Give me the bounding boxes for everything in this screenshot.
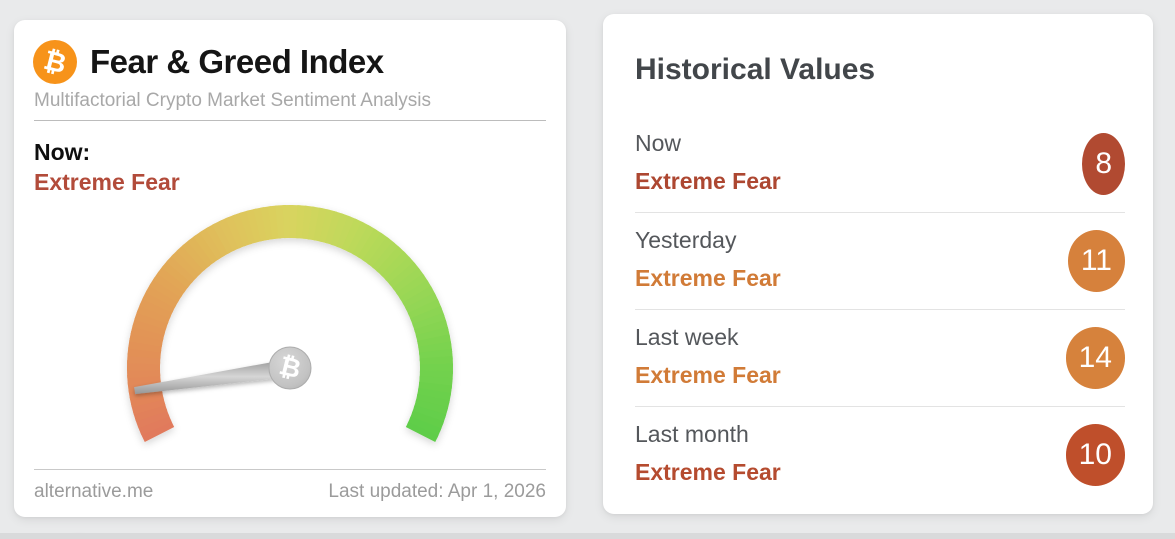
history-value-badge: 14	[1065, 327, 1125, 389]
gauge-needle	[134, 359, 292, 395]
gauge-card-footer: alternative.me Last updated: Apr 1, 2026	[34, 469, 546, 503]
history-row-yesterday: Yesterday Extreme Fear 11	[635, 212, 1125, 309]
gauge-card-header: ₿ Fear & Greed Index	[14, 20, 566, 84]
header-divider	[34, 120, 546, 121]
history-row-label: Last month	[635, 421, 749, 447]
page-subtitle: Multifactorial Crypto Market Sentiment A…	[34, 90, 432, 111]
history-title: Historical Values	[635, 53, 876, 86]
history-row-label: Last week	[635, 324, 739, 350]
history-value-badge: 8	[1082, 133, 1125, 195]
history-value-badge: 11	[1067, 230, 1125, 292]
bitcoin-logo-icon: ₿	[33, 40, 77, 84]
gauge: ₿ 8	[14, 190, 566, 539]
history-row-label: Now	[635, 130, 682, 156]
gauge-arc	[126, 205, 453, 443]
gauge-card: ₿ Fear & Greed Index Multifactorial Cryp…	[14, 20, 566, 539]
history-row-now: Now Extreme Fear 8	[635, 116, 1125, 212]
history-row-sentiment: Extreme Fear	[635, 265, 781, 291]
gauge-svg: ₿	[126, 205, 453, 443]
history-row-last-month: Last month Extreme Fear 10	[635, 406, 1125, 503]
bitcoin-glyph: ₿	[40, 44, 70, 80]
page-title: Fear & Greed Index	[90, 43, 384, 80]
last-updated-text: Last updated: Apr 1, 2026	[328, 481, 546, 502]
history-row-label: Yesterday	[635, 227, 737, 253]
footer-source-link[interactable]: alternative.me	[34, 481, 154, 502]
gauge-hub	[268, 346, 312, 390]
now-sentiment: Extreme Fear	[34, 169, 180, 195]
page-bottom-strip	[0, 533, 1175, 539]
history-row-last-week: Last week Extreme Fear 14	[635, 309, 1125, 406]
history-card: Historical Values Now Extreme Fear 8 Yes…	[603, 14, 1153, 514]
now-label: Now:	[34, 139, 91, 165]
history-row-sentiment: Extreme Fear	[635, 362, 781, 388]
history-value-badge: 10	[1065, 424, 1125, 486]
history-row-sentiment: Extreme Fear	[635, 459, 781, 485]
history-row-sentiment: Extreme Fear	[635, 168, 781, 194]
